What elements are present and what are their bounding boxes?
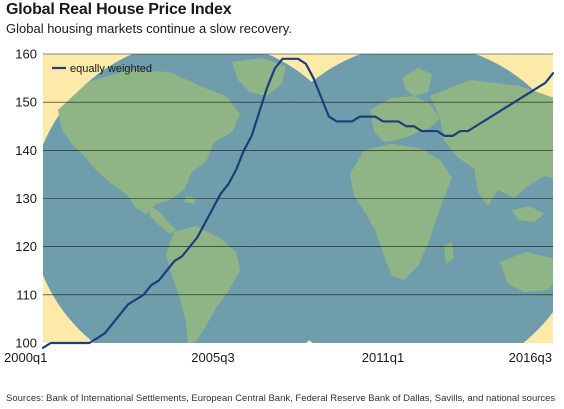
x-tick-label: 2005q3 <box>191 350 234 365</box>
series-line-equally-weighted <box>41 57 555 349</box>
legend-label: equally weighted <box>70 63 152 75</box>
y-tick-label: 150 <box>15 95 37 110</box>
world-map-illustration <box>43 54 553 343</box>
x-axis-ticks: 2000q1 2005q3 2011q1 2016q3 <box>4 350 552 365</box>
x-tick-label: 2000q1 <box>4 350 47 365</box>
x-tick-label: 2011q1 <box>362 350 404 365</box>
legend: equally weighted <box>52 63 152 75</box>
y-tick-label: 100 <box>15 336 37 351</box>
chart-subtitle: Global housing markets continue a slow r… <box>6 21 292 36</box>
y-tick-label: 130 <box>15 191 37 206</box>
gridlines <box>43 53 553 296</box>
y-tick-label: 110 <box>16 287 37 302</box>
y-axis-ticks: 100 110 120 130 140 150 160 <box>15 47 37 351</box>
y-tick-label: 140 <box>15 143 37 158</box>
source-note: Sources: Bank of International Settlemen… <box>6 393 556 404</box>
chart-title: Global Real House Price Index <box>6 1 232 18</box>
continents <box>58 58 553 343</box>
x-tick-label: 2016q3 <box>509 350 552 365</box>
y-tick-label: 160 <box>15 47 37 62</box>
y-tick-label: 120 <box>15 239 37 254</box>
